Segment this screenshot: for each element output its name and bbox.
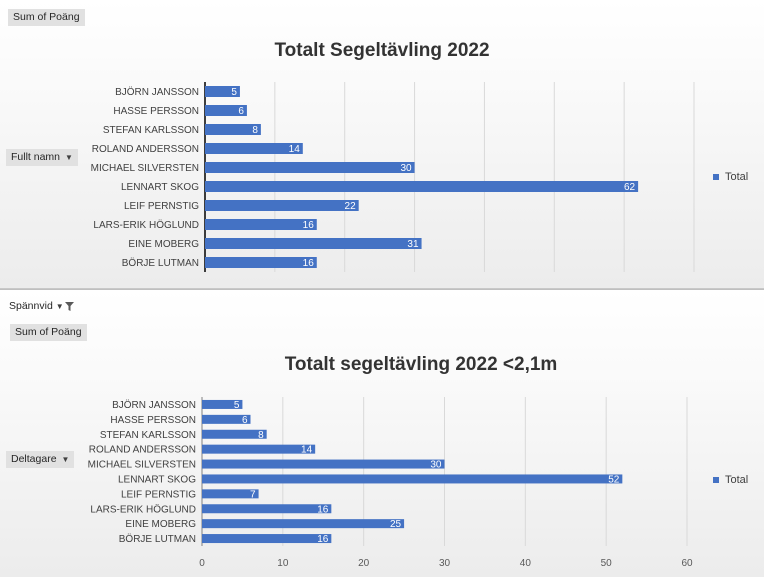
x-tick-label: 60 xyxy=(681,558,693,569)
data-label: 31 xyxy=(407,239,419,250)
bar xyxy=(205,181,639,192)
data-label: 16 xyxy=(317,534,329,545)
data-label: 30 xyxy=(400,163,412,174)
data-label: 7 xyxy=(250,489,256,500)
category-label: MICHAEL SILVERSTEN xyxy=(88,460,196,471)
bar xyxy=(205,219,317,230)
bottom-chart-panel: Spännvid ▼ Sum of Poäng Totalt segeltävli… xyxy=(0,290,764,577)
row-field-button[interactable]: Fullt namn ▼ xyxy=(6,149,78,166)
x-tick-label: 20 xyxy=(358,558,370,569)
data-label: 16 xyxy=(303,258,315,269)
chart-legend: Total xyxy=(713,474,748,486)
category-label: HASSE PERSSON xyxy=(110,415,196,426)
bar xyxy=(205,257,317,268)
legend-label: Total xyxy=(725,474,749,486)
data-label: 16 xyxy=(303,220,315,231)
category-label: STEFAN KARLSSON xyxy=(100,430,196,441)
data-label: 14 xyxy=(301,445,313,456)
bar xyxy=(202,399,243,409)
category-label: LENNART SKOG xyxy=(121,182,199,193)
data-label: 25 xyxy=(390,519,402,530)
value-field-label: Sum of Poäng xyxy=(13,11,80,23)
filter-field-label: Spännvid xyxy=(9,300,53,312)
data-label: 5 xyxy=(234,400,240,411)
bar xyxy=(205,238,422,249)
bar xyxy=(202,414,251,424)
bar xyxy=(205,86,240,97)
bar xyxy=(205,143,303,154)
category-label: ROLAND ANDERSSON xyxy=(92,144,199,155)
category-label: BJÖRN JANSSON xyxy=(115,86,199,98)
category-label: EINE MOBERG xyxy=(128,239,199,250)
dropdown-arrow-icon: ▼ xyxy=(65,153,73,162)
data-label: 22 xyxy=(345,201,357,212)
category-label: BÖRJE LUTMAN xyxy=(119,533,196,545)
data-label: 6 xyxy=(242,415,248,426)
data-label: 6 xyxy=(238,106,244,117)
data-label: 14 xyxy=(289,144,301,155)
value-field-button[interactable]: Sum of Poäng xyxy=(8,9,85,26)
data-label: 8 xyxy=(258,430,264,441)
x-tick-label: 30 xyxy=(439,558,451,569)
bar xyxy=(202,489,259,499)
data-label: 62 xyxy=(624,182,636,193)
data-label: 5 xyxy=(231,87,237,98)
legend-swatch-icon xyxy=(713,174,719,180)
category-label: BJÖRN JANSSON xyxy=(112,399,196,411)
category-label: LEIF PERNSTIG xyxy=(124,201,199,212)
x-tick-label: 50 xyxy=(601,558,613,569)
dropdown-arrow-icon: ▼ xyxy=(61,455,70,464)
legend-label: Total xyxy=(725,171,749,183)
category-label: BÖRJE LUTMAN xyxy=(122,257,199,269)
bar xyxy=(202,474,623,484)
row-field-label: Fullt namn xyxy=(11,151,61,163)
legend-swatch-icon xyxy=(713,477,719,483)
bar xyxy=(202,444,316,454)
data-label: 8 xyxy=(252,125,258,136)
filter-field-button[interactable]: Spännvid ▼ xyxy=(4,298,79,315)
panel-separator xyxy=(0,289,764,290)
category-label: EINE MOBERG xyxy=(125,519,196,530)
data-label: 16 xyxy=(317,504,329,515)
bar xyxy=(205,162,415,173)
bar xyxy=(202,429,267,439)
chart-title: Totalt Segeltävling 2022 xyxy=(274,40,490,61)
category-label: LENNART SKOG xyxy=(118,474,196,485)
top-bar-chart: BJÖRN JANSSON 5 HASSE PERSSON 6 STEFAN KARLS… xyxy=(91,82,695,272)
category-label: MICHAEL SILVERSTEN xyxy=(91,163,199,174)
category-label: LEIF PERNSTIG xyxy=(121,489,196,500)
bar xyxy=(205,200,359,211)
bar xyxy=(202,459,445,469)
value-field-button[interactable]: Sum of Poäng xyxy=(10,324,87,341)
funnel-filter-icon xyxy=(64,301,74,311)
dropdown-arrow-icon: ▼ xyxy=(55,302,64,311)
category-label: LARS-ERIK HÖGLUND xyxy=(93,219,199,231)
bar xyxy=(205,124,261,135)
row-field-button[interactable]: Deltagare ▼ xyxy=(6,451,75,468)
data-label: 52 xyxy=(608,474,620,485)
chart-title: Totalt segeltävling 2022 <2,1m xyxy=(284,354,558,375)
x-tick-label: 0 xyxy=(199,558,205,569)
category-label: LARS-ERIK HÖGLUND xyxy=(90,503,196,515)
bar xyxy=(202,504,332,514)
x-tick-label: 10 xyxy=(277,558,289,569)
row-field-label: Deltagare xyxy=(11,453,57,465)
category-label: HASSE PERSSON xyxy=(113,106,199,117)
chart-legend: Total xyxy=(713,171,748,183)
value-field-label: Sum of Poäng xyxy=(15,326,82,338)
bar xyxy=(202,519,405,529)
bar xyxy=(202,534,332,544)
data-label: 30 xyxy=(430,460,442,471)
x-tick-label: 40 xyxy=(520,558,532,569)
category-label: STEFAN KARLSSON xyxy=(103,125,199,136)
bar xyxy=(205,105,247,116)
category-label: ROLAND ANDERSSON xyxy=(89,445,196,456)
